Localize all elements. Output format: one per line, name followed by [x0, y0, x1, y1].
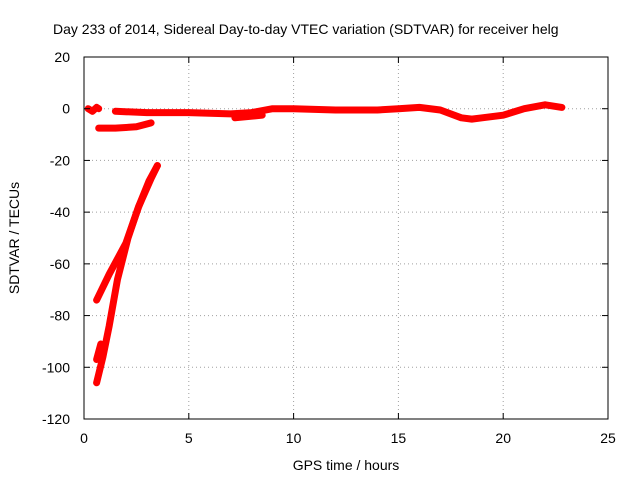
- series-line-5: [93, 162, 161, 387]
- y-tick-label: -120: [42, 411, 70, 427]
- series-group: [84, 101, 566, 387]
- x-tick-label: 15: [391, 430, 407, 446]
- x-tick-label: 0: [80, 430, 88, 446]
- y-tick-label: 0: [62, 101, 70, 117]
- x-tick-label: 20: [495, 430, 511, 446]
- x-tick-label: 25: [600, 430, 616, 446]
- x-axis-label: GPS time / hours: [293, 457, 400, 473]
- y-tick-label: -100: [42, 359, 70, 375]
- y-tick-label: -40: [50, 204, 70, 220]
- tick-labels: 0 5 10 15 20 25 20 0 -20 -40 -60 -80 -100 -120: [42, 49, 616, 446]
- series-line-3: [95, 119, 155, 132]
- x-tick-label: 5: [185, 430, 193, 446]
- y-axis-label: SDTVAR / TECUs: [6, 182, 22, 294]
- x-tick-label: 10: [286, 430, 302, 446]
- y-tick-label: 20: [54, 49, 70, 65]
- series-line-1: [111, 101, 566, 123]
- axis-ticks: [83, 56, 609, 420]
- y-tick-label: -20: [50, 152, 70, 168]
- series-line-0: [84, 103, 103, 115]
- series-line-6: [93, 340, 105, 363]
- chart-title: Day 233 of 2014, Sidereal Day-to-day VTE…: [53, 21, 559, 37]
- y-tick-label: -60: [50, 256, 70, 272]
- series-line-2: [231, 111, 266, 122]
- plot-frame: [83, 56, 609, 420]
- y-tick-label: -80: [50, 308, 70, 324]
